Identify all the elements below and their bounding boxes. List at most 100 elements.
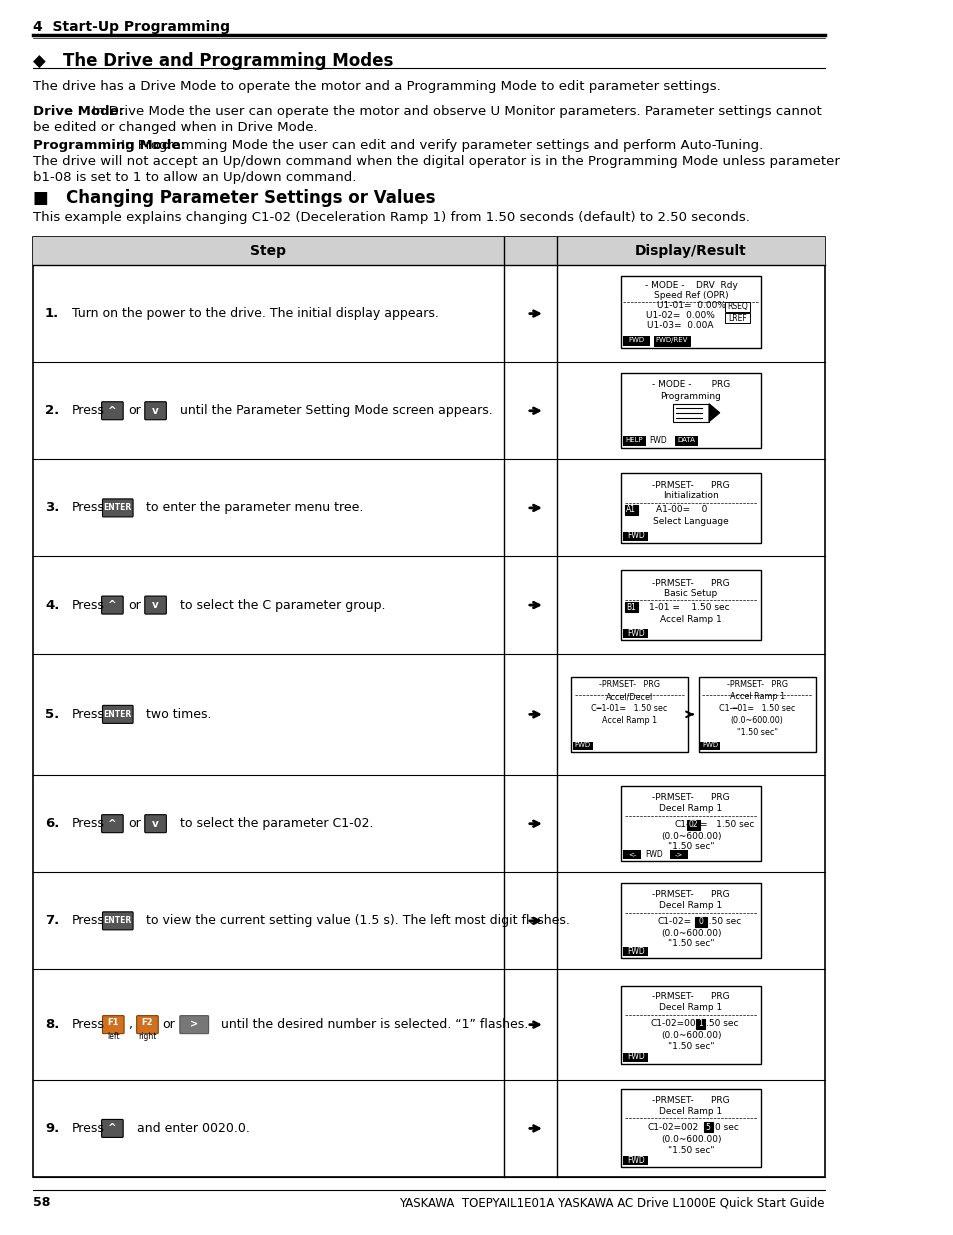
Text: In Programming Mode the user can edit and verify parameter settings and perform : In Programming Mode the user can edit an… (117, 140, 762, 152)
Text: ENTER: ENTER (104, 710, 132, 719)
Text: HELP: HELP (625, 437, 642, 443)
Text: The drive has a Drive Mode to operate the motor and a Programming Mode to edit p: The drive has a Drive Mode to operate th… (33, 80, 720, 93)
FancyBboxPatch shape (145, 401, 166, 420)
Text: Press: Press (71, 501, 105, 515)
Text: C1-━01=   1.50 sec: C1-━01= 1.50 sec (719, 704, 795, 714)
Text: 0: 0 (698, 918, 702, 926)
Bar (622, 1052, 648, 1062)
Bar (622, 532, 648, 541)
Text: FWD: FWD (626, 1156, 644, 1165)
Text: Decel Ramp 1: Decel Ramp 1 (659, 902, 721, 910)
Text: -PRMSET-      PRG: -PRMSET- PRG (652, 1095, 729, 1105)
Text: (0.0~600.00): (0.0~600.00) (660, 832, 720, 841)
Text: v: v (152, 600, 159, 610)
Text: and enter 0020.0.: and enter 0020.0. (129, 1121, 249, 1135)
Text: "1.50 sec": "1.50 sec" (667, 940, 714, 948)
FancyBboxPatch shape (620, 883, 760, 958)
Text: "1.50 sec": "1.50 sec" (667, 842, 714, 851)
Text: Accel/Decel: Accel/Decel (605, 693, 653, 701)
FancyBboxPatch shape (703, 1123, 712, 1132)
Text: 4.: 4. (45, 599, 59, 611)
Text: ENTER: ENTER (104, 916, 132, 925)
Bar (622, 629, 648, 638)
Text: 2.: 2. (45, 404, 59, 417)
Text: right: right (138, 1032, 156, 1041)
Text: B1: B1 (625, 603, 636, 611)
Text: -PRMSET-   PRG: -PRMSET- PRG (598, 680, 659, 689)
Text: Press: Press (71, 708, 105, 721)
Text: Accel Ramp 1: Accel Ramp 1 (659, 615, 721, 624)
Text: -PRMSET-      PRG: -PRMSET- PRG (652, 578, 729, 588)
Text: 0 sec: 0 sec (715, 1123, 739, 1132)
Text: ^: ^ (108, 819, 116, 829)
Text: Display/Result: Display/Result (635, 245, 746, 258)
FancyBboxPatch shape (620, 571, 760, 640)
Text: 1: 1 (698, 1019, 702, 1028)
Text: 5.: 5. (45, 708, 59, 721)
Text: FWD: FWD (644, 850, 662, 858)
Text: FWD: FWD (701, 742, 718, 748)
Text: Speed Ref (OPR): Speed Ref (OPR) (653, 291, 727, 300)
Text: ■   Changing Parameter Settings or Values: ■ Changing Parameter Settings or Values (33, 189, 436, 207)
Text: (0.0~600.00): (0.0~600.00) (660, 1031, 720, 1040)
Text: F2: F2 (142, 1018, 153, 1028)
Text: left: left (107, 1032, 119, 1041)
Text: U1-03=  0.00A: U1-03= 0.00A (646, 321, 713, 330)
Text: Programming Mode:: Programming Mode: (33, 140, 186, 152)
FancyBboxPatch shape (620, 275, 760, 347)
Text: Programming: Programming (659, 393, 720, 401)
Bar (622, 850, 640, 860)
Text: Turn on the power to the drive. The initial display appears.: Turn on the power to the drive. The init… (71, 308, 438, 320)
Text: ENTER: ENTER (104, 504, 132, 513)
Bar (622, 947, 648, 956)
Bar (33, 237, 823, 1177)
FancyBboxPatch shape (136, 1015, 158, 1034)
Bar (572, 742, 592, 750)
Text: or: or (129, 818, 141, 830)
Text: C━1-01=   1.50 sec: C━1-01= 1.50 sec (591, 704, 667, 714)
Text: Decel Ramp 1: Decel Ramp 1 (659, 1003, 721, 1013)
Text: -PRMSET-   PRG: -PRMSET- PRG (726, 680, 787, 689)
FancyBboxPatch shape (624, 505, 637, 515)
Text: or: or (129, 404, 141, 417)
Text: or: or (163, 1018, 175, 1031)
FancyBboxPatch shape (620, 787, 760, 861)
Text: be edited or changed when in Drive Mode.: be edited or changed when in Drive Mode. (33, 121, 317, 135)
Text: until the Parameter Setting Mode screen appears.: until the Parameter Setting Mode screen … (172, 404, 492, 417)
Bar (622, 1156, 648, 1166)
Text: Decel Ramp 1: Decel Ramp 1 (659, 804, 721, 813)
Text: C1-02=00: C1-02=00 (650, 1019, 695, 1028)
Text: FWD: FWD (626, 629, 644, 637)
Text: Press: Press (71, 1018, 105, 1031)
Text: Press: Press (71, 914, 105, 927)
Text: Drive Mode:: Drive Mode: (33, 105, 124, 119)
Text: to enter the parameter menu tree.: to enter the parameter menu tree. (137, 501, 362, 515)
Text: <-: <- (627, 851, 636, 857)
FancyBboxPatch shape (675, 436, 697, 446)
Text: 1.50 sec: 1.50 sec (702, 918, 740, 926)
Text: C1-02=002: C1-02=002 (647, 1123, 698, 1132)
Text: 3.: 3. (45, 501, 59, 515)
Bar (33, 237, 823, 266)
Bar (700, 742, 720, 750)
Text: ◆   The Drive and Programming Modes: ◆ The Drive and Programming Modes (33, 52, 394, 70)
Text: 7.: 7. (45, 914, 59, 927)
Text: two times.: two times. (137, 708, 211, 721)
FancyBboxPatch shape (145, 815, 166, 832)
Text: YASKAWA  TOEPYAIL1E01A YASKAWA AC Drive L1000E Quick Start Guide: YASKAWA TOEPYAIL1E01A YASKAWA AC Drive L… (398, 1197, 823, 1209)
Text: Press: Press (71, 599, 105, 611)
Text: 9.: 9. (45, 1121, 59, 1135)
Text: "1.50 sec": "1.50 sec" (736, 729, 777, 737)
Text: Accel Ramp 1: Accel Ramp 1 (729, 693, 783, 701)
FancyBboxPatch shape (687, 820, 700, 830)
Text: .50 sec: .50 sec (705, 1019, 738, 1028)
Text: -PRMSET-      PRG: -PRMSET- PRG (652, 890, 729, 899)
Text: 02: 02 (688, 820, 698, 829)
Text: U1-02=  0.00%: U1-02= 0.00% (645, 311, 714, 320)
FancyBboxPatch shape (620, 1089, 760, 1167)
Text: Press: Press (71, 818, 105, 830)
Text: (0.0~600.00): (0.0~600.00) (730, 716, 782, 725)
Text: This example explains changing C1-02 (Deceleration Ramp 1) from 1.50 seconds (de: This example explains changing C1-02 (De… (33, 211, 749, 224)
Text: ^: ^ (108, 406, 116, 416)
Text: 6.: 6. (45, 818, 59, 830)
